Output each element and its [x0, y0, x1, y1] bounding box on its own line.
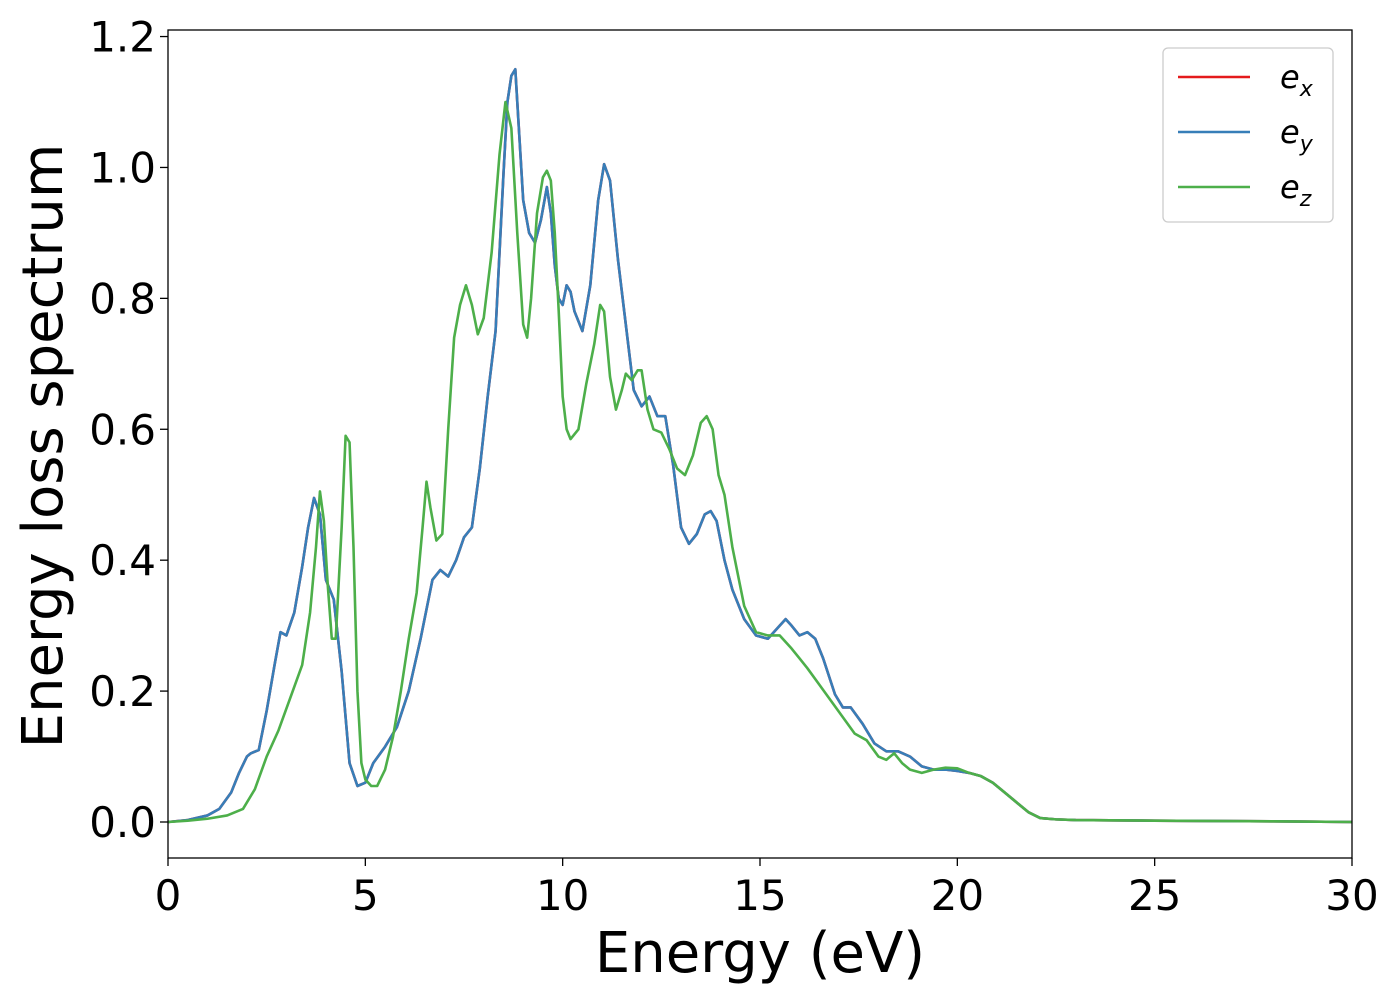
y-tick-label: 0.4 — [89, 536, 156, 585]
x-tick-label: 5 — [352, 871, 379, 920]
x-tick-label: 20 — [931, 871, 984, 920]
series-line-e-z — [168, 100, 1352, 824]
x-tick-label: 15 — [733, 871, 786, 920]
y-tick-label: 0.0 — [89, 798, 156, 847]
x-tick-label: 0 — [155, 871, 182, 920]
x-tick-label: 30 — [1325, 871, 1378, 920]
x-tick-label: 10 — [536, 871, 589, 920]
y-tick-label: 0.6 — [89, 405, 156, 454]
y-tick-label: 1.0 — [89, 143, 156, 192]
y-tick-label: 1.2 — [89, 13, 156, 62]
y-tick-label: 0.8 — [89, 274, 156, 323]
y-axis-title: Energy loss spectrum — [11, 144, 76, 749]
x-tick-label: 25 — [1128, 871, 1181, 920]
y-tick-label: 0.2 — [89, 667, 156, 716]
axes: 0 5 10 15 20 25 30 0.0 0.2 0.4 0.6 0.8 1.0 1.2 — [89, 13, 1379, 920]
x-axis-title: Energy (eV) — [595, 921, 925, 986]
plot-area — [168, 67, 1352, 824]
legend-box — [1162, 47, 1334, 223]
